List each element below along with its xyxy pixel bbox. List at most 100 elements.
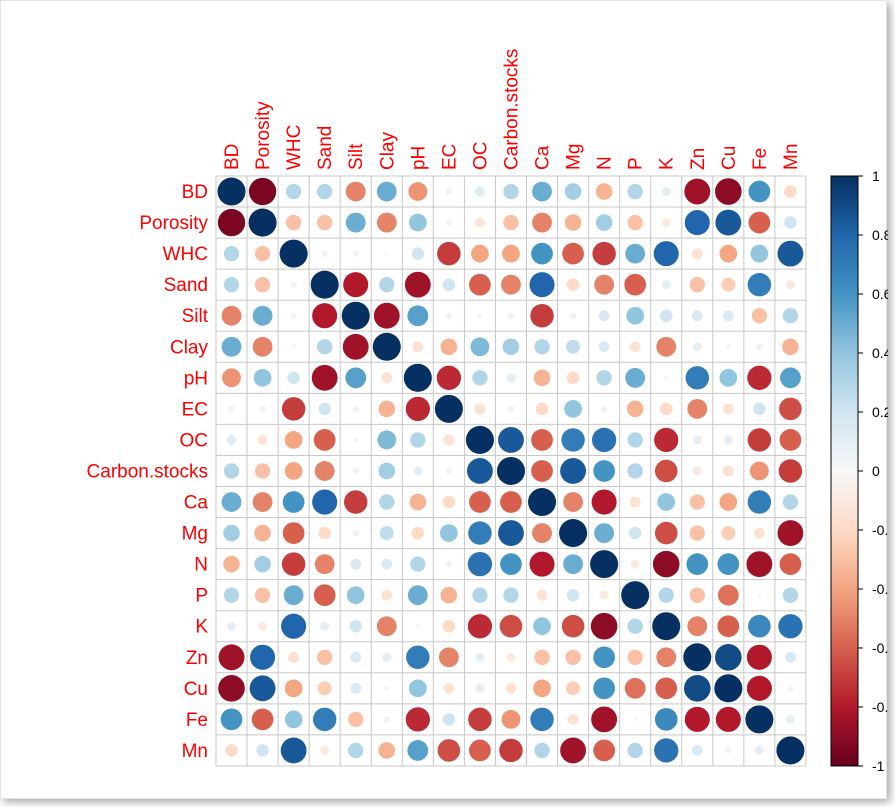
corr-cell-ec-ec <box>434 394 463 423</box>
corr-cell-n-clay <box>381 558 393 570</box>
corr-cell-zn-mn <box>784 651 796 663</box>
corr-cell-cu-oc <box>475 683 485 693</box>
corr-cell-porosity-carbon-stocks <box>503 214 519 231</box>
corr-cell-carbon-stocks-oc <box>466 458 493 484</box>
corr-cell-ca-mn <box>782 494 799 510</box>
corr-cell-whc-fe <box>750 244 769 263</box>
corr-cell-carbon-stocks-porosity <box>254 463 271 479</box>
corr-cell-carbon-stocks-clay <box>378 462 396 480</box>
corr-cell-sand-porosity <box>254 276 271 293</box>
corr-cell-mg-k <box>654 521 678 545</box>
corr-cell-zn-ph <box>406 645 430 670</box>
column-label-ec: EC <box>439 144 460 170</box>
corr-cell-mg-ec <box>440 524 458 542</box>
row-label-ec: EC <box>182 399 208 420</box>
corr-cell-sand-silt <box>343 272 369 298</box>
corr-cell-carbon-stocks-silt <box>352 467 359 475</box>
row-label-bd: BD <box>182 182 208 203</box>
corr-cell-oc-mg <box>561 428 585 452</box>
corr-cell-porosity-sand <box>316 214 333 231</box>
corr-cell-ph-whc <box>287 371 300 385</box>
corr-cell-ec-mg <box>564 400 582 418</box>
corr-cell-ec-ph <box>405 396 430 422</box>
corr-cell-ca-carbon-stocks <box>500 491 522 513</box>
corr-cell-cu-porosity <box>249 675 276 702</box>
corr-cell-mn-ph <box>407 740 429 761</box>
corr-cell-sand-oc <box>469 273 491 296</box>
corr-cell-bd-p <box>627 183 643 200</box>
color-bar-tick-label: -0.4 <box>872 581 888 597</box>
corr-cell-bd-cu <box>715 178 742 205</box>
corr-cell-ec-sand <box>318 402 331 416</box>
corr-cell-oc-p <box>627 432 643 448</box>
corr-cell-k-carbon-stocks <box>499 614 523 638</box>
corr-cell-p-oc <box>472 587 488 603</box>
color-bar-tick-label: -0.8 <box>872 699 888 715</box>
corr-cell-porosity-ca <box>532 212 552 233</box>
corr-cell-ph-p <box>625 367 646 388</box>
corr-cell-ca-sand <box>312 489 338 515</box>
corr-cell-whc-ph <box>411 247 425 260</box>
corr-cell-p-fe <box>757 593 762 598</box>
corr-cell-ca-fe <box>747 490 772 514</box>
color-legend: 1 0.8 0.6 0.4 0.2 0 -0.2 -0.4 -0.6 -0.8 -1 <box>830 168 888 774</box>
color-bar-tick-label: -0.2 <box>872 522 888 538</box>
column-label-zn: Zn <box>688 148 709 170</box>
corr-cell-bd-zn <box>684 178 711 205</box>
corr-cell-bd-silt <box>345 181 366 202</box>
corr-cell-zn-silt <box>350 651 362 663</box>
corr-cell-mn-porosity <box>256 744 269 757</box>
color-bar-tick-label: 1 <box>872 168 880 184</box>
corr-cell-fe-porosity <box>251 708 274 731</box>
corr-cell-mg-carbon-stocks <box>498 520 524 547</box>
corr-cell-silt-carbon-stocks <box>507 312 515 319</box>
corr-cell-cu-carbon-stocks <box>505 682 517 694</box>
corr-cell-bd-oc <box>475 186 485 197</box>
corr-cell-k-sand <box>320 621 330 631</box>
corr-cell-sand-cu <box>721 277 736 292</box>
column-label-ph: pH <box>408 146 429 170</box>
corr-cell-ca-bd <box>221 492 242 512</box>
corr-cell-fe-cu <box>715 706 741 732</box>
corr-cell-mn-mg <box>560 737 587 764</box>
corr-cell-clay-whc <box>291 344 296 349</box>
corr-cell-porosity-mn <box>784 216 797 229</box>
corr-cell-mg-sand <box>318 526 331 540</box>
corr-cell-n-ph <box>410 556 426 572</box>
corr-cell-ph-ec <box>436 365 462 390</box>
corr-cell-oc-clay <box>377 430 397 450</box>
corr-cell-ec-mn <box>779 397 802 421</box>
corr-cell-mn-k <box>654 738 679 763</box>
corr-cell-clay-zn <box>692 342 702 352</box>
corr-cell-sand-clay <box>379 276 395 293</box>
corr-cell-p-n <box>599 590 609 600</box>
color-bar-tick-label: -0.6 <box>872 640 888 656</box>
corr-cell-k-fe <box>748 614 771 638</box>
corr-cell-bd-mn <box>784 185 797 198</box>
corr-cell-oc-whc <box>284 431 303 449</box>
column-label-k: K <box>657 157 678 170</box>
corr-cell-clay-mn <box>782 338 799 356</box>
corr-cell-porosity-zn <box>684 210 710 236</box>
corr-cell-ph-ca <box>533 369 551 387</box>
corr-cell-n-zn <box>686 553 709 575</box>
corr-cell-k-mg <box>561 614 585 638</box>
corr-cell-porosity-mg <box>564 214 582 231</box>
corr-cell-mg-porosity <box>254 524 271 542</box>
corr-cell-mg-silt <box>352 529 359 537</box>
corr-cell-silt-mn <box>782 308 799 324</box>
corr-cell-zn-k <box>656 647 677 668</box>
corr-cell-n-ca <box>529 551 555 577</box>
corr-cell-cu-clay <box>384 685 390 691</box>
corr-cell-oc-fe <box>747 428 772 452</box>
corr-cell-n-whc <box>281 552 306 576</box>
corr-cell-silt-whc <box>290 312 297 319</box>
corr-cell-whc-ec <box>437 241 461 266</box>
row-label-oc: OC <box>180 430 209 451</box>
corr-cell-oc-n <box>591 427 617 453</box>
corr-cell-zn-ca <box>534 649 550 665</box>
corr-cell-carbon-stocks-n <box>593 460 615 482</box>
corr-cell-zn-fe <box>746 644 772 670</box>
corr-cell-ph-cu <box>719 368 738 387</box>
corr-cell-n-bd <box>223 555 240 573</box>
